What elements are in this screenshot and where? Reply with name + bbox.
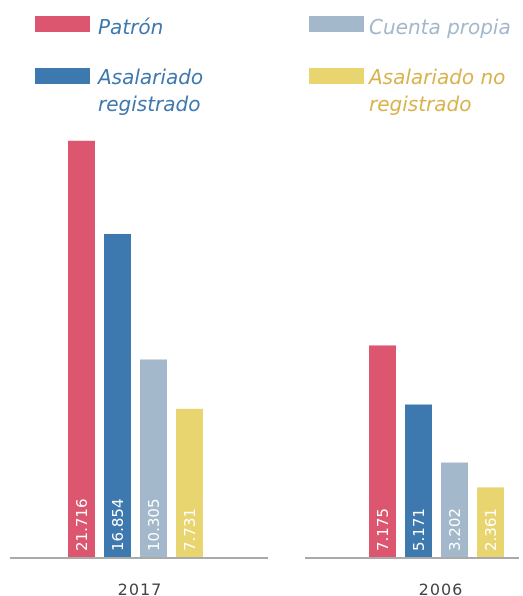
value-label: 2.361	[482, 508, 500, 551]
value-label: 7.731	[181, 508, 199, 551]
bar	[369, 345, 396, 557]
value-label: 16.854	[109, 499, 127, 552]
bar	[477, 487, 504, 557]
bar	[140, 359, 167, 557]
bar	[441, 462, 468, 557]
bar	[405, 404, 432, 557]
x-label: 2006	[419, 580, 464, 596]
bar	[176, 408, 203, 557]
legend-label: Cuenta propia	[369, 15, 511, 39]
bar	[104, 233, 131, 557]
value-label: 5.171	[410, 508, 428, 551]
value-label: 3.202	[446, 508, 464, 551]
legend-label: Patrón	[98, 15, 164, 39]
legend-swatch	[309, 68, 364, 84]
legend-label: Asalariado no registrado	[369, 65, 506, 116]
value-label: 21.716	[73, 499, 91, 552]
legend-swatch	[309, 16, 364, 32]
x-label: 2017	[118, 580, 163, 596]
legend-swatch	[35, 16, 90, 32]
value-label: 7.175	[374, 508, 392, 551]
value-label: 10.305	[145, 499, 163, 552]
legend-swatch	[35, 68, 90, 84]
legend-label: Asalariado registrado	[98, 65, 204, 116]
bar	[68, 140, 95, 557]
